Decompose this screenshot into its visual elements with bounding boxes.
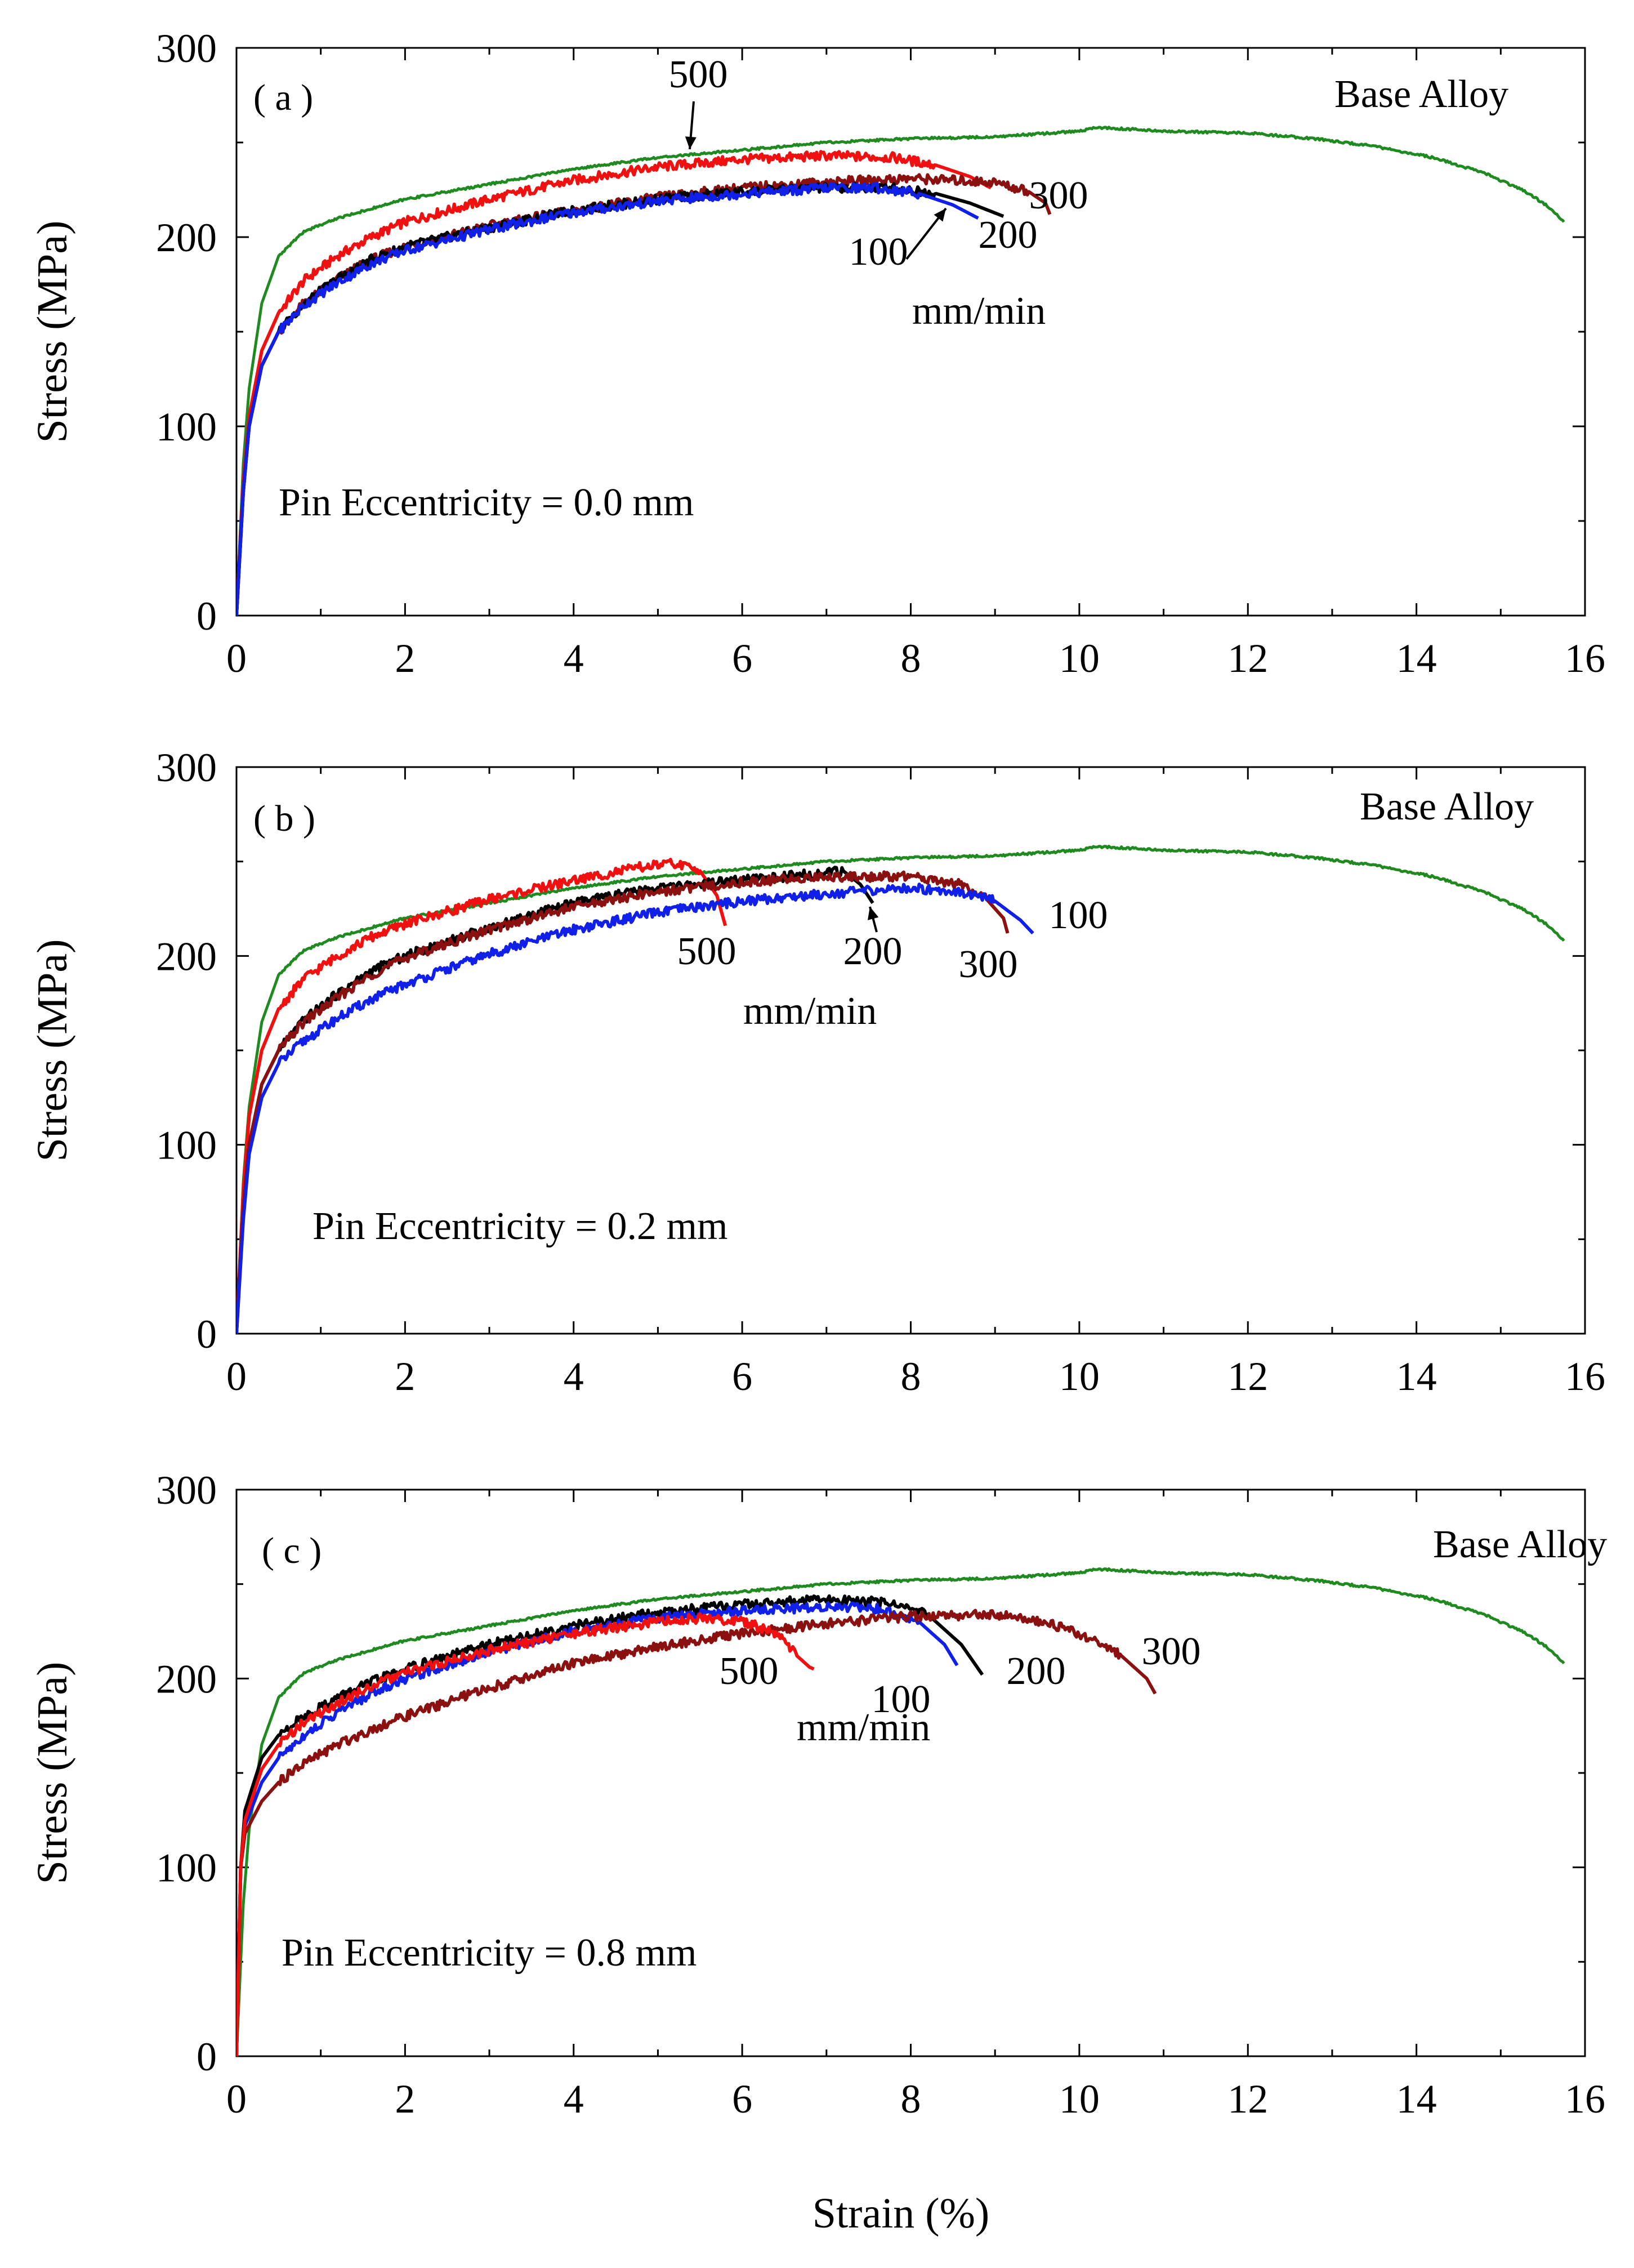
y-tick-label: 200 (156, 1656, 217, 1701)
panel-label: ( c ) (262, 1530, 322, 1571)
curve-label: 200 (843, 930, 903, 973)
pin-eccentricity-annotation: Pin Eccentricity = 0.8 mm (282, 1931, 697, 1975)
series-line-200 (236, 1594, 984, 2056)
curve-label: 200 (1007, 1650, 1066, 1693)
x-tick-label: 12 (1227, 636, 1268, 681)
curve-label: 300 (959, 943, 1018, 986)
pin-eccentricity-annotation: Pin Eccentricity = 0.0 mm (279, 481, 694, 524)
y-axis-label: Stress (MPa) (29, 1662, 76, 1884)
y-tick-label: 100 (156, 1123, 217, 1168)
curve-label: 100 (872, 1678, 931, 1721)
y-tick-label: 300 (156, 1468, 217, 1513)
unit-label: mm/min (743, 990, 877, 1033)
series-line-500 (236, 1612, 815, 2056)
series-line-100 (236, 1601, 959, 2056)
y-tick-label: 200 (156, 215, 217, 260)
x-tick-label: 0 (226, 636, 247, 681)
panel-b: 0 2 4 6 8 10 12 14 16 0 100 200 300 Stress (MPa) ( b )… (29, 745, 1605, 1399)
base-alloy-label: Base Alloy (1360, 785, 1534, 828)
x-tick-label: 2 (395, 636, 415, 681)
curve-label: 100 (849, 230, 908, 274)
y-axis-label: Stress (MPa) (29, 221, 76, 443)
series-group (236, 1567, 1565, 2056)
y-tick-label: 0 (197, 1312, 217, 1357)
plot-frame (235, 47, 1586, 617)
plot-frame (235, 766, 1586, 1335)
y-tick-label: 100 (156, 404, 217, 449)
y-tick-label: 100 (156, 1846, 217, 1891)
series-line-300 (236, 870, 1010, 1334)
curve-label: 200 (979, 213, 1038, 257)
unit-label: mm/min (912, 289, 1046, 333)
series-line-base (236, 1567, 1565, 2056)
y-tick-label: 0 (197, 594, 217, 639)
series-group (236, 126, 1565, 616)
x-tick-label: 14 (1396, 636, 1437, 681)
x-tick-label: 12 (1227, 2077, 1268, 2122)
series-line-base (236, 844, 1565, 1334)
x-tick-label: 6 (732, 2077, 752, 2122)
series-line-100 (236, 181, 979, 616)
x-tick-label: 2 (395, 1354, 415, 1399)
x-tick-label: 10 (1059, 636, 1100, 681)
y-tick-label: 200 (156, 934, 217, 979)
x-tick-label: 2 (395, 2077, 415, 2122)
x-tick-label: 4 (564, 636, 584, 681)
series-line-300 (236, 173, 1052, 616)
x-tick-label: 16 (1565, 2077, 1605, 2122)
x-tick-label: 8 (901, 1354, 921, 1399)
x-tick-label: 6 (732, 636, 752, 681)
curve-label: 500 (669, 53, 728, 96)
curve-label: 500 (720, 1650, 779, 1693)
unit-label: mm/min (797, 1706, 930, 1749)
curve-label: 500 (677, 930, 736, 973)
x-tick-label: 4 (564, 1354, 584, 1399)
panel-c: 0 2 4 6 8 10 12 14 16 0 100 200 300 Stress (MPa) ( c )… (29, 1468, 1607, 2122)
x-tick-label: 4 (564, 2077, 584, 2122)
series-line-base (236, 126, 1565, 616)
x-tick-label: 10 (1059, 2077, 1100, 2122)
base-alloy-label: Base Alloy (1433, 1523, 1607, 1566)
x-tick-label: 8 (901, 2077, 921, 2122)
arrow-head (868, 907, 879, 920)
series-line-100 (236, 883, 1034, 1334)
series-line-500 (236, 150, 992, 616)
arrow-head (685, 136, 697, 149)
pin-eccentricity-annotation: Pin Eccentricity = 0.2 mm (312, 1205, 727, 1248)
x-tick-label: 0 (226, 1354, 247, 1399)
series-line-300 (236, 1608, 1157, 2056)
x-tick-label: 10 (1059, 1354, 1100, 1399)
series-line-500 (236, 858, 727, 1334)
x-axis-label: Strain (%) (812, 2190, 989, 2237)
series-line-200 (236, 866, 874, 1334)
x-tick-label: 14 (1396, 1354, 1437, 1399)
arrow-head (934, 208, 946, 222)
panel-label: ( b ) (253, 798, 315, 839)
curve-label: 300 (1029, 174, 1088, 217)
y-axis-label: Stress (MPa) (29, 939, 76, 1162)
curve-label: 100 (1049, 894, 1108, 937)
series-group (236, 844, 1565, 1334)
x-tick-label: 12 (1227, 1354, 1268, 1399)
x-tick-label: 16 (1565, 636, 1605, 681)
y-tick-label: 300 (156, 26, 217, 71)
x-tick-label: 16 (1565, 1354, 1605, 1399)
x-tick-label: 6 (732, 1354, 752, 1399)
x-tick-label: 8 (901, 636, 921, 681)
y-tick-label: 300 (156, 745, 217, 790)
x-tick-label: 14 (1396, 2077, 1437, 2122)
panel-label: ( a ) (253, 77, 313, 118)
base-alloy-label: Base Alloy (1334, 73, 1508, 116)
x-tick-label: 0 (226, 2077, 247, 2122)
curve-label: 300 (1142, 1630, 1201, 1673)
y-tick-label: 0 (197, 2034, 217, 2079)
